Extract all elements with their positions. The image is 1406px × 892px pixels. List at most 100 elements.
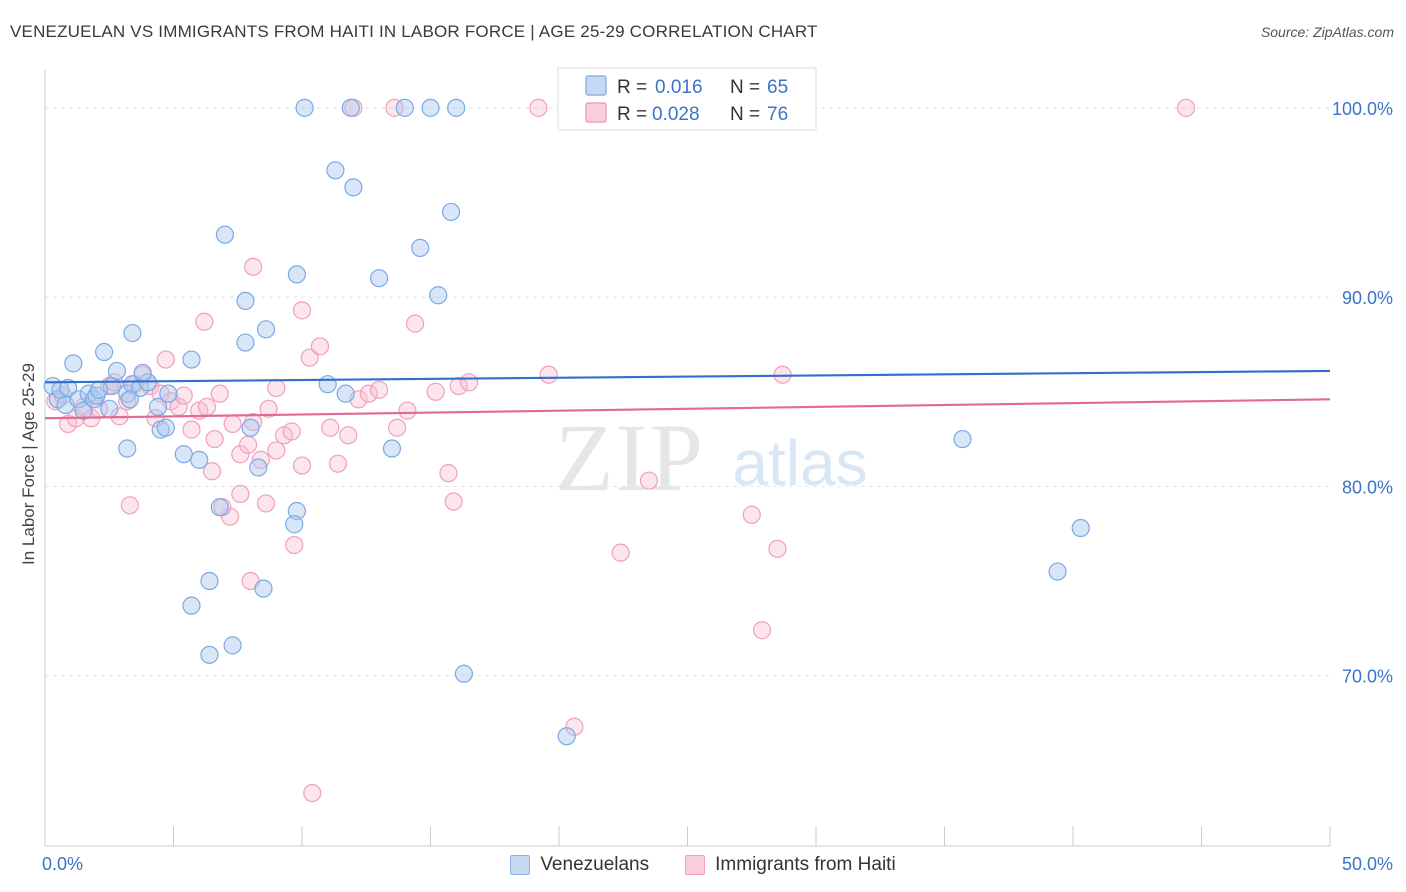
venezuelans-point: [557, 727, 576, 746]
haiti-point: [231, 445, 250, 464]
venezuelans-point: [429, 286, 448, 305]
venezuelans-point: [210, 498, 229, 517]
bottom-legend-item-haiti: Immigrants from Haiti: [685, 854, 896, 876]
haiti-point: [439, 464, 458, 483]
zipatlas-watermark: ZIP atlas: [555, 404, 868, 511]
haiti-point: [118, 392, 137, 411]
venezuelans-point: [287, 501, 306, 521]
venezuelans-point: [200, 571, 219, 591]
venezuelans-point: [326, 161, 345, 180]
haiti-point: [197, 397, 217, 416]
haiti-point: [444, 492, 463, 511]
venezuelans-point: [159, 384, 178, 403]
y-tick-label: 70.0%: [1342, 667, 1393, 687]
haiti-point: [387, 418, 407, 437]
venezuelans-point: [223, 636, 242, 655]
y-axis-label: In Labor Force | Age 25-29: [19, 363, 38, 565]
bottom-legend: Venezuelans Immigrants from Haiti: [0, 850, 1406, 880]
haiti-point: [385, 98, 404, 117]
venezuelans-point: [421, 98, 440, 117]
venezuelans-trendline: [44, 369, 1331, 384]
venezuelans-point: [1071, 518, 1090, 538]
legend-n-label: N =: [730, 77, 760, 98]
venezuelans-point: [59, 378, 78, 398]
venezuelans-point: [64, 354, 83, 373]
venezuelans-point: [182, 596, 201, 615]
venezuelans-point: [200, 645, 219, 664]
legend-swatch-venezuelans: [585, 75, 607, 96]
haiti-point: [529, 98, 548, 117]
haiti-point: [267, 441, 286, 460]
grid-layer: [45, 107, 1330, 677]
bottom-legend-label: Venezuelans: [540, 854, 650, 875]
haiti-point: [565, 717, 584, 736]
venezuelans-point: [174, 445, 193, 464]
legend-n-value: 76: [767, 104, 788, 125]
haiti-point: [259, 399, 278, 418]
haiti-point: [174, 386, 193, 405]
haiti-point: [256, 494, 276, 513]
venezuelans-point: [148, 397, 168, 416]
venezuelans-point: [441, 202, 461, 222]
haiti-point: [639, 471, 659, 490]
haiti-point: [303, 783, 322, 803]
legend-r-label: R =: [617, 104, 647, 125]
venezuelans-point: [287, 265, 306, 284]
venezuelans-point: [382, 439, 402, 458]
chart-title: VENEZUELAN VS IMMIGRANTS FROM HAITI IN L…: [10, 22, 818, 41]
venezuelans-point: [123, 323, 142, 343]
haiti-point: [267, 378, 286, 398]
trend-layer: [44, 369, 1331, 420]
haiti-point: [282, 422, 301, 441]
venezuelans-point: [336, 384, 355, 403]
y-tick-label: 80.0%: [1342, 477, 1393, 497]
venezuelans-point: [156, 418, 175, 437]
haiti-point: [398, 401, 417, 420]
haiti-point: [459, 373, 479, 392]
venezuelans-point: [295, 98, 314, 117]
venezuelans-point: [69, 390, 88, 409]
venezuelans-point: [89, 380, 109, 399]
haiti-point: [202, 462, 222, 481]
y-tick-label: 100.0%: [1332, 99, 1393, 119]
venezuelans-point: [344, 178, 363, 197]
bottom-legend-label: Immigrants from Haiti: [715, 854, 896, 875]
svg-text:ZIP: ZIP: [555, 404, 705, 511]
svg-text:atlas: atlas: [732, 427, 867, 499]
venezuelans-point: [411, 238, 430, 258]
haiti-point: [1176, 98, 1196, 117]
source-label: Source: ZipAtlas.com: [1260, 24, 1394, 40]
haiti-point: [300, 348, 319, 367]
venezuelans-point: [370, 269, 389, 288]
x-tick-label: 50.0%: [1342, 854, 1393, 874]
haiti-point: [151, 384, 170, 403]
haiti-point: [156, 350, 175, 369]
venezuelans-point: [447, 98, 466, 117]
venezuelans-point: [118, 439, 137, 458]
venezuelans-point: [107, 361, 127, 381]
legend-r-value: 0.028: [652, 104, 700, 125]
haiti-point: [426, 382, 445, 401]
haiti-point: [285, 535, 304, 555]
haiti-point: [120, 496, 139, 515]
legend: R = 0.016 N = 65 R = 0.028 N = 76: [557, 67, 817, 131]
venezuelans-point: [395, 98, 414, 117]
haiti-point: [231, 484, 250, 504]
venezuelans-point: [318, 375, 337, 394]
haiti-point: [768, 539, 787, 558]
legend-n-label: N =: [730, 104, 760, 125]
haiti-point: [292, 456, 312, 475]
points-layer: [43, 98, 1196, 803]
venezuelans-point: [1048, 562, 1067, 581]
haiti-point: [370, 380, 389, 399]
haiti-trendline: [44, 398, 1331, 420]
haiti-point: [611, 543, 630, 562]
labels-layer: 70.0% 80.0% 90.0% 100.0% 0.0% 50.0%: [42, 99, 1393, 874]
venezuelans-point: [190, 450, 209, 469]
venezuelans-point: [256, 320, 276, 339]
venezuelans-point: [341, 98, 360, 117]
venezuelans-point: [236, 291, 255, 311]
haiti-point: [742, 505, 761, 524]
bottom-legend-swatch-haiti: [685, 855, 706, 875]
